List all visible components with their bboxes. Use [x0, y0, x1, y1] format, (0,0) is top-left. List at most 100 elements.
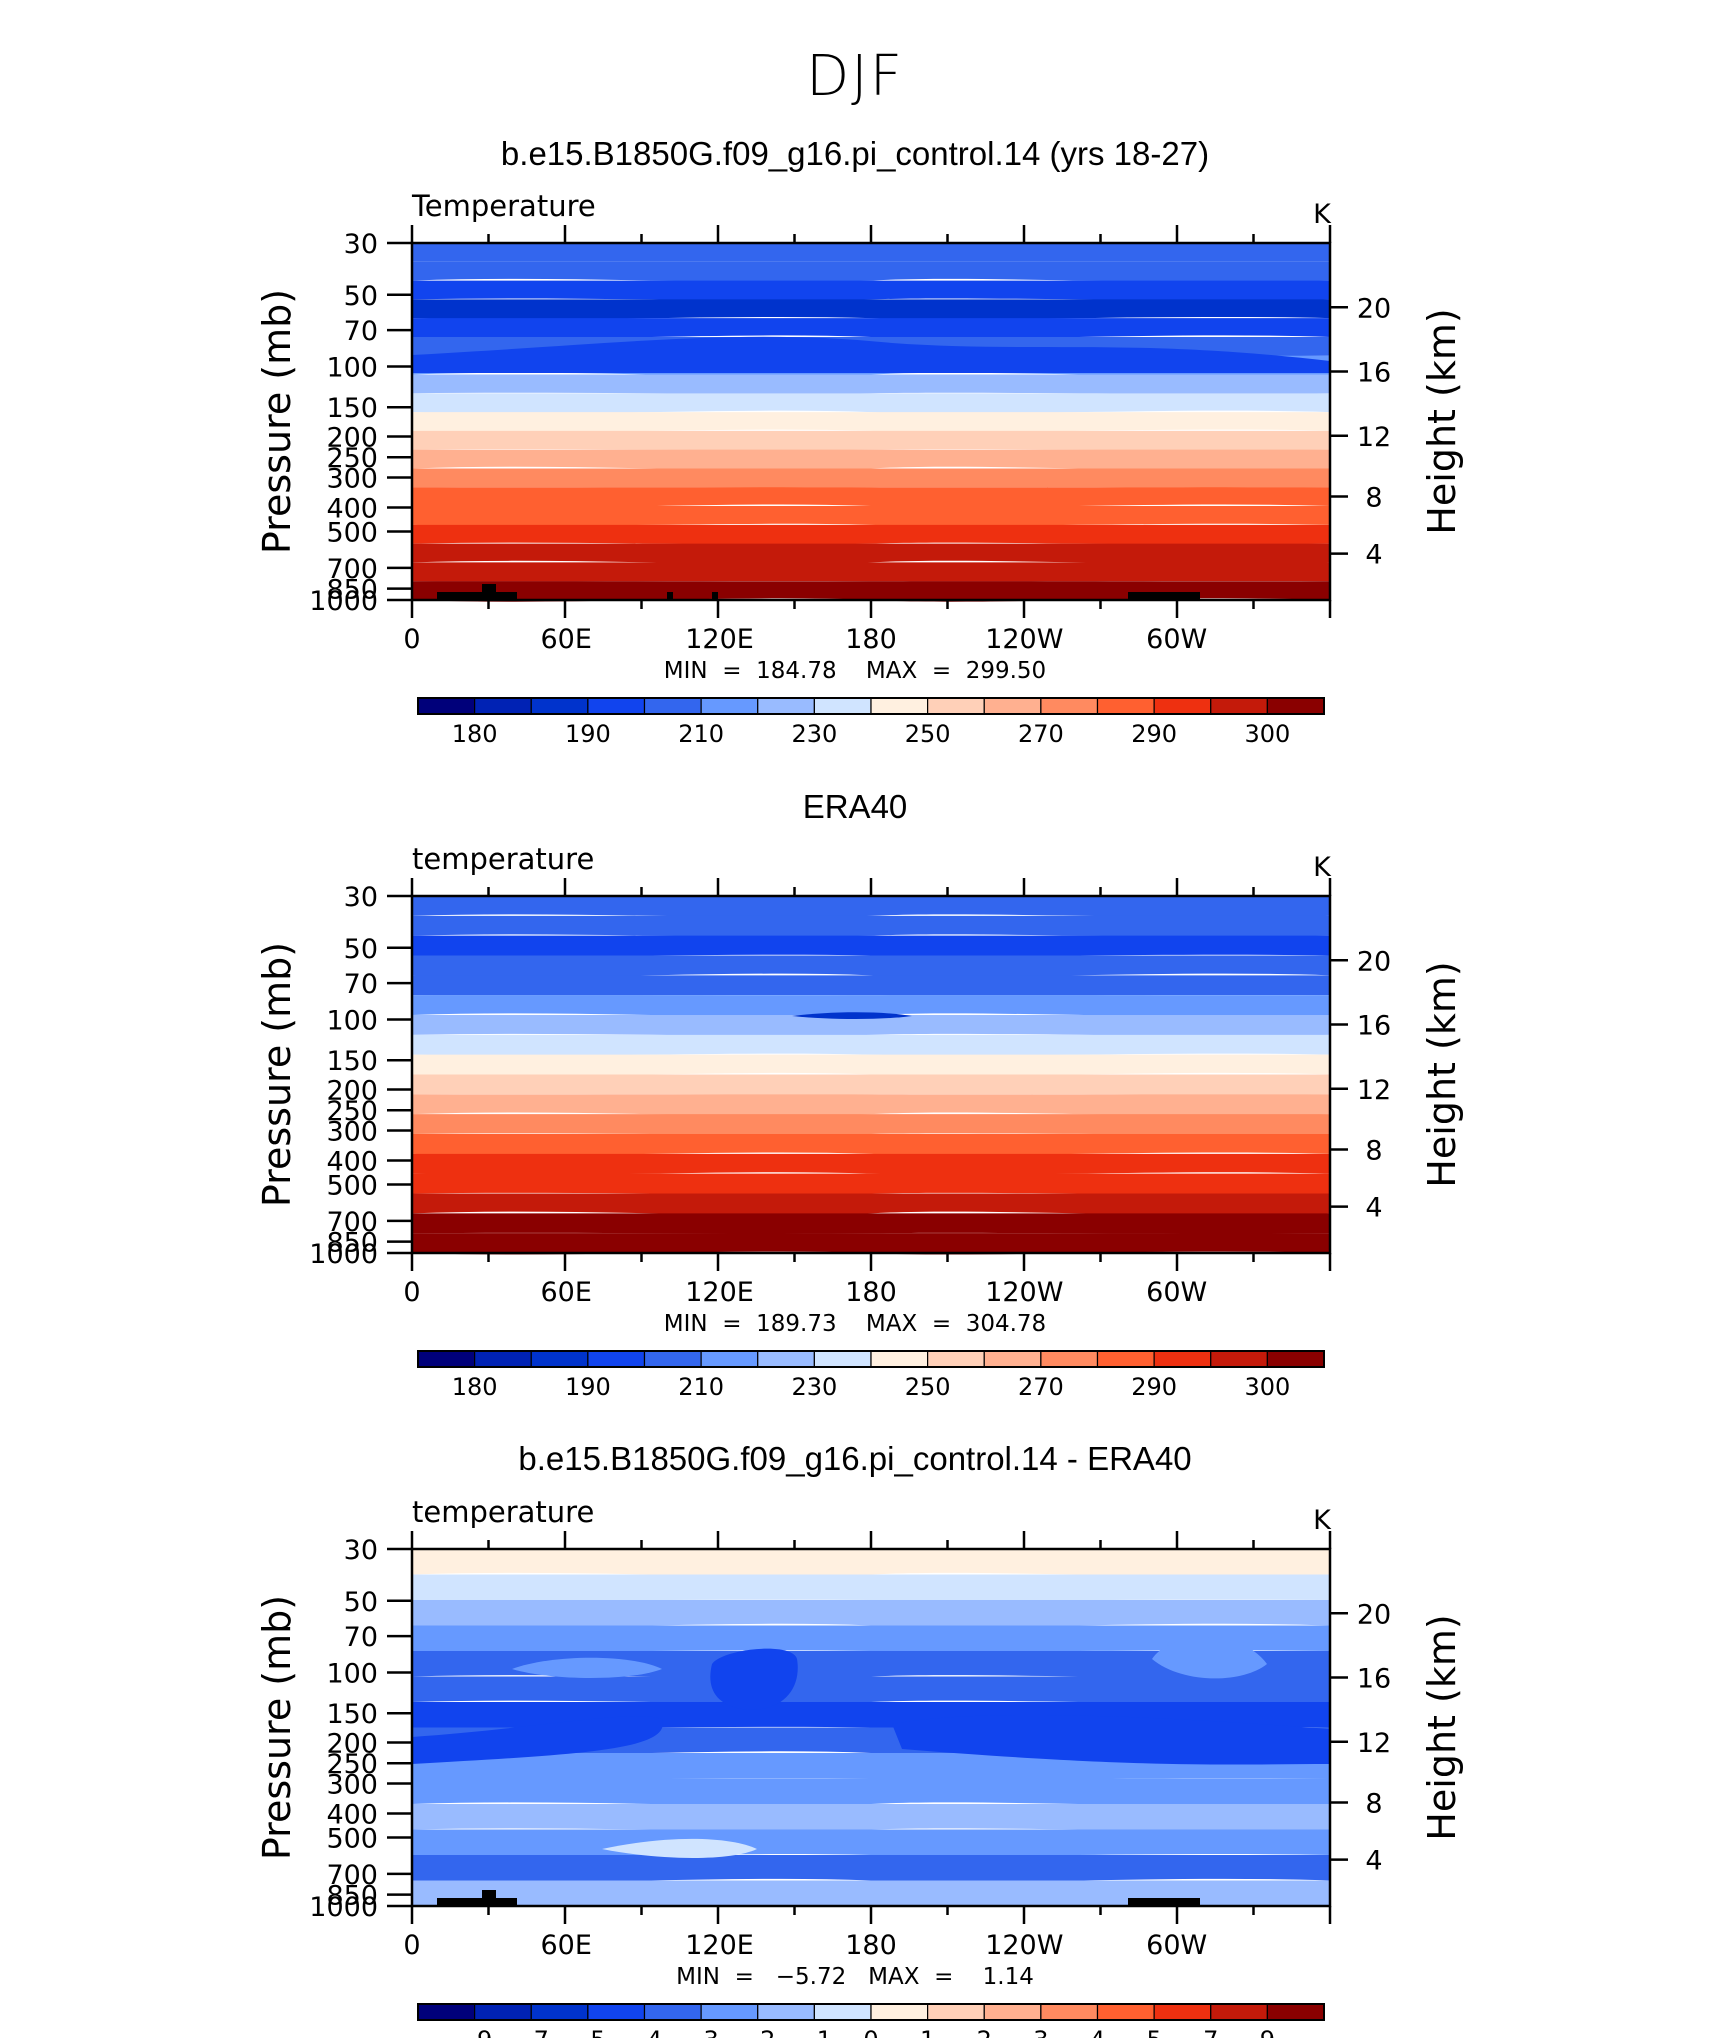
colorbar-swatch: [587, 697, 646, 715]
y-tick-label: 850: [326, 1228, 378, 1259]
y-tick-label: 500: [326, 1823, 378, 1854]
contour-band: [412, 1549, 1330, 1577]
colorbar-swatch: [417, 697, 476, 715]
contour-band: [412, 1114, 1330, 1135]
x-tick-label: 60W: [1146, 624, 1207, 655]
colorbar-swatch: [1040, 1350, 1099, 1368]
contour-band: [412, 1880, 1330, 1907]
x-tick-label: 60E: [541, 1930, 592, 1961]
colorbar-label: 1: [920, 2026, 935, 2038]
contour-band: [412, 1233, 1330, 1255]
y-tick-label: 250: [326, 443, 378, 474]
y-tick-label: 50: [344, 281, 378, 312]
colorbar-label: −3: [683, 2026, 718, 2038]
y-tick-label: 700: [326, 1207, 378, 1238]
colorbar-label: 290: [1131, 1373, 1177, 1401]
contour-feature: [1152, 1637, 1267, 1679]
colorbar-swatch: [417, 2003, 476, 2021]
colorbar-swatch: [813, 697, 872, 715]
colorbar-swatch: [700, 2003, 759, 2021]
colorbar-swatch: [1096, 2003, 1155, 2021]
colorbar-swatch: [1266, 2003, 1325, 2021]
y-tick-label: 850: [326, 1881, 378, 1912]
y-tick-label-right: 4: [1365, 1193, 1382, 1224]
x-tick-label: 60E: [541, 624, 592, 655]
y-tick-label-right: 12: [1357, 422, 1391, 453]
y-axis-label-right: Height (km): [1420, 308, 1464, 534]
colorbar-swatch: [870, 697, 929, 715]
contour-band: [412, 468, 1330, 488]
contour-band: [412, 412, 1330, 433]
colorbar-label: 210: [678, 720, 724, 748]
y-tick-label: 100: [326, 1659, 378, 1690]
contour-band: [412, 1134, 1330, 1156]
colorbar-frame: [417, 2003, 1325, 2021]
panel-title: ERA40: [803, 788, 908, 825]
contour-band: [412, 430, 1330, 451]
colorbar-swatch: [1153, 1350, 1212, 1368]
x-tick-label: 60W: [1146, 1930, 1207, 1961]
y-axis-label-right: Height (km): [1420, 961, 1464, 1187]
contour-band: [412, 1829, 1330, 1856]
y-tick-label: 30: [344, 1535, 378, 1566]
colorbar-swatch: [1040, 697, 1099, 715]
colorbar-label: 180: [452, 720, 498, 748]
y-tick-label: 700: [326, 1860, 378, 1891]
colorbar-label: 4: [1090, 2026, 1105, 2038]
x-tick-label: 120W: [985, 624, 1063, 655]
y-tick-label-right: 20: [1357, 946, 1391, 977]
colorbar-swatch: [813, 1350, 872, 1368]
minmax-label: MIN = 189.73 MAX = 304.78: [664, 1311, 1046, 1337]
y-tick-label-right: 4: [1365, 540, 1382, 571]
colorbar-label: 3: [1033, 2026, 1048, 2038]
colorbar-swatch: [643, 697, 702, 715]
y-tick-label: 150: [326, 1046, 378, 1077]
colorbar-label: 180: [452, 1373, 498, 1401]
y-tick-label-right: 8: [1365, 1135, 1382, 1166]
y-tick-label: 300: [326, 1770, 378, 1801]
land-mask: [712, 592, 718, 600]
colorbar-label: 0: [863, 2026, 878, 2038]
colorbar-swatch: [870, 1350, 929, 1368]
colorbar-label: 230: [791, 720, 837, 748]
y-tick-label: 250: [326, 1096, 378, 1127]
y-tick-label: 200: [326, 1728, 378, 1759]
land-mask: [1128, 1898, 1200, 1906]
colorbar-swatch: [474, 1350, 532, 1368]
colorbar-label: 230: [791, 1373, 837, 1401]
x-tick-label: 120E: [685, 624, 754, 655]
y-tick-label: 300: [326, 1117, 378, 1148]
y-tick-label: 250: [326, 1749, 378, 1780]
land-mask: [482, 1890, 496, 1900]
colorbar-label: 5: [1146, 2026, 1161, 2038]
y-tick-label: 400: [326, 494, 378, 525]
contour-band: [412, 393, 1330, 414]
land-mask: [1128, 592, 1200, 600]
contour-band: [412, 995, 1330, 1017]
variable-label: temperature: [412, 1495, 594, 1529]
colorbar-swatch: [1096, 697, 1155, 715]
contour-band: [412, 261, 1330, 283]
colorbar-label: 270: [1018, 1373, 1064, 1401]
colorbar-label: 2: [977, 2026, 992, 2038]
contour-band: [412, 1574, 1330, 1601]
contour-band: [412, 487, 1330, 508]
colorbar-label: 250: [905, 1373, 951, 1401]
land-mask: [667, 592, 673, 600]
x-tick-label: 0: [403, 624, 420, 655]
contour-band: [412, 1153, 1330, 1176]
colorbar-label: −7: [514, 2026, 549, 2038]
y-tick-label: 400: [326, 1800, 378, 1831]
colorbar-swatch: [813, 2003, 872, 2021]
x-tick-label: 60E: [541, 1277, 592, 1308]
y-tick-label: 850: [326, 575, 378, 606]
contour-band: [412, 1600, 1330, 1628]
contour-band: [412, 280, 1330, 301]
contour-band: [412, 1778, 1330, 1806]
colorbar-label: 190: [565, 1373, 611, 1401]
colorbar-label: 210: [678, 1373, 724, 1401]
y-axis-label-right: Height (km): [1420, 1614, 1464, 1840]
contour-band: [412, 896, 1330, 918]
y-tick-label: 1000: [309, 1892, 378, 1923]
contour-band: [412, 374, 1330, 394]
